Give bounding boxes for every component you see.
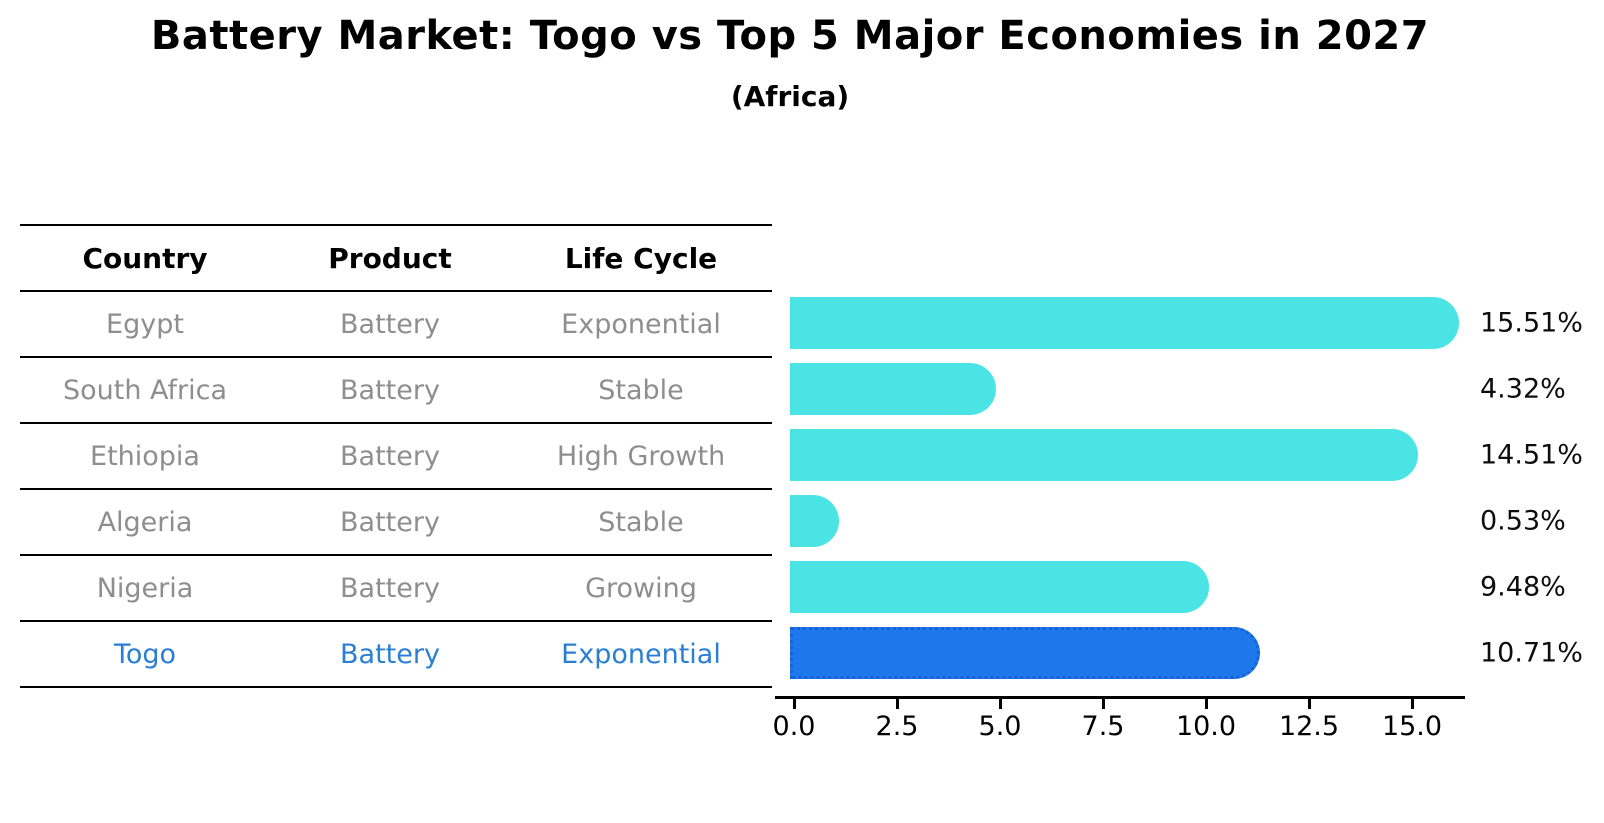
x-axis-line xyxy=(775,696,1465,699)
tick-mark xyxy=(1102,698,1105,709)
country-cell: Algeria xyxy=(97,506,193,538)
tick-label: 10.0 xyxy=(1175,711,1237,742)
life-cycle-cell: Stable xyxy=(598,374,684,406)
tick-mark xyxy=(1308,698,1311,709)
tick-mark xyxy=(1205,698,1208,709)
bar-value-label: 4.32% xyxy=(1480,373,1566,405)
tick-mark xyxy=(896,698,899,709)
tick-label: 2.5 xyxy=(875,711,919,742)
tick-label: 0.0 xyxy=(772,711,816,742)
country-cell: Nigeria xyxy=(96,572,194,604)
table-row-nigeria: Nigeria Battery Growing xyxy=(20,556,772,622)
bar-algeria xyxy=(790,495,839,547)
bar-value-label: 9.48% xyxy=(1480,571,1566,603)
product-cell: Battery xyxy=(340,638,440,670)
tick-mark xyxy=(1411,698,1414,709)
country-table: Country Product Life Cycle Egypt Battery… xyxy=(20,224,772,688)
life-cycle-cell: High Growth xyxy=(556,440,726,472)
country-cell: Ethiopia xyxy=(90,440,200,472)
table-row-ethiopia: Ethiopia Battery High Growth xyxy=(20,424,772,490)
life-cycle-cell: Growing xyxy=(585,572,697,604)
bar-egypt xyxy=(790,297,1459,349)
bar-value-label: 0.53% xyxy=(1480,505,1566,537)
country-cell: Egypt xyxy=(106,308,184,340)
product-cell: Battery xyxy=(340,572,440,604)
bar-south-africa xyxy=(790,363,996,415)
country-cell: Togo xyxy=(113,638,177,670)
tick-label: 5.0 xyxy=(978,711,1022,742)
tick-mark xyxy=(793,698,796,709)
product-cell: Battery xyxy=(340,440,440,472)
tick-label: 15.0 xyxy=(1381,711,1443,742)
chart-subtitle: (Africa) xyxy=(730,80,850,113)
column-header-product: Product xyxy=(328,241,452,275)
table-row-algeria: Algeria Battery Stable xyxy=(20,490,772,556)
column-header-life-cycle: Life Cycle xyxy=(564,241,718,275)
bar-togo-highlighted xyxy=(790,627,1260,679)
tick-mark xyxy=(999,698,1002,709)
bar-value-label: 15.51% xyxy=(1480,307,1583,339)
table-row-togo-highlighted: Togo Battery Exponential xyxy=(20,622,772,688)
life-cycle-cell: Stable xyxy=(598,506,684,538)
bar-ethiopia xyxy=(790,429,1418,481)
chart-title: Battery Market: Togo vs Top 5 Major Econ… xyxy=(150,13,1430,59)
tick-label: 12.5 xyxy=(1278,711,1340,742)
tick-label: 7.5 xyxy=(1081,711,1125,742)
table-row-egypt: Egypt Battery Exponential xyxy=(20,292,772,358)
country-cell: South Africa xyxy=(62,374,228,406)
life-cycle-cell: Exponential xyxy=(561,638,721,670)
column-header-country: Country xyxy=(82,241,208,275)
table-row-south-africa: South Africa Battery Stable xyxy=(20,358,772,424)
product-cell: Battery xyxy=(340,374,440,406)
bar-nigeria xyxy=(790,561,1209,613)
life-cycle-cell: Exponential xyxy=(561,308,721,340)
table-header-row: Country Product Life Cycle xyxy=(20,226,772,292)
bar-value-label: 14.51% xyxy=(1480,439,1583,471)
bar-value-label: 10.71% xyxy=(1480,637,1583,669)
product-cell: Battery xyxy=(340,506,440,538)
product-cell: Battery xyxy=(340,308,440,340)
